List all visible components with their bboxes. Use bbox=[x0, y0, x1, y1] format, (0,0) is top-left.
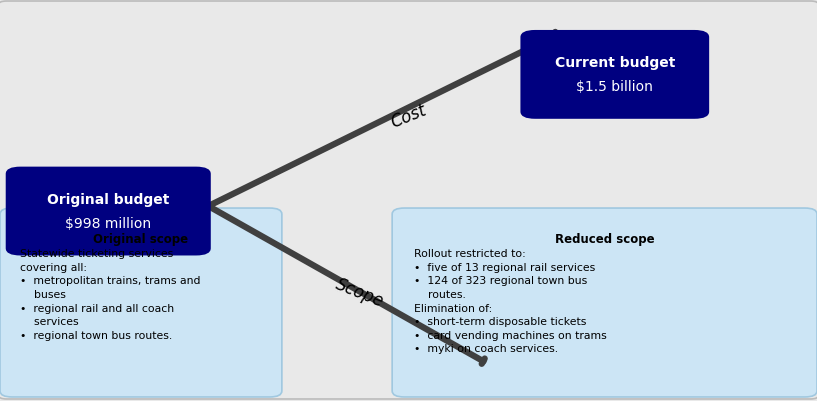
Text: Reduced scope: Reduced scope bbox=[555, 233, 654, 245]
Text: $998 million: $998 million bbox=[65, 217, 151, 231]
Text: Rollout restricted to:
•  five of 13 regional rail services
•  124 of 323 region: Rollout restricted to: • five of 13 regi… bbox=[414, 249, 607, 354]
Text: Cost: Cost bbox=[388, 101, 429, 132]
Text: Original scope: Original scope bbox=[93, 233, 189, 245]
FancyBboxPatch shape bbox=[392, 209, 817, 397]
Text: Scope: Scope bbox=[333, 275, 386, 310]
Text: Statewide ticketing services
covering all:
•  metropolitan trains, trams and
   : Statewide ticketing services covering al… bbox=[20, 249, 201, 340]
Text: Current budget: Current budget bbox=[555, 56, 675, 70]
Text: Original budget: Original budget bbox=[47, 192, 169, 207]
FancyBboxPatch shape bbox=[0, 209, 282, 397]
FancyBboxPatch shape bbox=[6, 167, 211, 256]
Text: $1.5 billion: $1.5 billion bbox=[576, 80, 654, 94]
FancyBboxPatch shape bbox=[520, 31, 709, 119]
